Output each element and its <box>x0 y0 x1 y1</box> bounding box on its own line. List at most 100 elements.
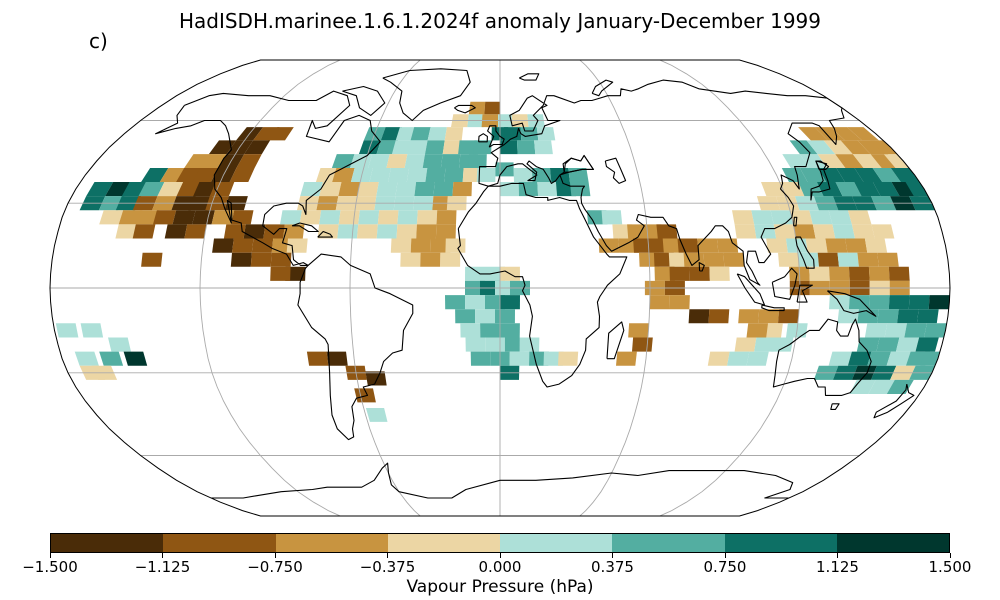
grid-cell <box>616 351 637 366</box>
colorbar-segment <box>275 534 388 552</box>
grid-cell <box>854 182 881 197</box>
grid-cell <box>164 224 188 239</box>
grid-cell <box>404 154 425 168</box>
coastlines <box>155 68 915 499</box>
grid-cell <box>908 295 930 310</box>
colorbar-tick-label: 0.750 <box>703 558 747 576</box>
grid-cell <box>656 224 678 239</box>
grid-cell <box>251 238 274 253</box>
coast-caspian <box>604 157 627 184</box>
grid-cell <box>708 309 730 324</box>
grid-cell <box>746 351 769 366</box>
grid-cell <box>817 252 839 267</box>
grid-cell <box>601 210 623 225</box>
grid-cell <box>326 351 348 366</box>
grid-cell <box>315 168 339 182</box>
colorbar-tick <box>162 553 163 558</box>
coast-sri-lanka <box>698 262 705 272</box>
coast-greenland <box>382 68 471 122</box>
grid-cell <box>828 351 852 366</box>
grid-cell <box>476 168 496 182</box>
grid-cell <box>410 127 431 141</box>
grid-cell <box>916 309 939 324</box>
grid-cell <box>422 154 443 168</box>
grid-cell <box>520 127 539 141</box>
colorbar-tick-label: −1.125 <box>134 558 191 576</box>
grid-cell <box>734 337 757 352</box>
grid-cell <box>376 224 398 239</box>
grid-cell <box>836 168 864 182</box>
grid-cell <box>480 323 500 338</box>
grid-cell <box>868 379 895 394</box>
grid-cell <box>805 238 828 253</box>
grid-cell <box>766 238 788 253</box>
grid-cell <box>877 309 899 324</box>
grid-cell <box>835 154 864 168</box>
grid-cell <box>230 252 252 267</box>
grid-cell <box>388 168 410 182</box>
colorbar-tick <box>612 553 613 558</box>
coast-novaya-zemlya <box>591 79 614 97</box>
grid-cell <box>229 168 255 182</box>
grid-cell <box>138 182 165 197</box>
map-title: HadISDH.marinee.1.6.1.2024f anomaly Janu… <box>178 9 822 33</box>
grid-cell <box>872 182 900 197</box>
grid-cell <box>444 168 464 182</box>
grid-cell <box>250 252 272 267</box>
grid-cell <box>847 127 879 141</box>
grid-cell <box>793 224 816 239</box>
grid-cell <box>319 182 342 197</box>
grid-cell <box>835 182 862 197</box>
coast-svalbard <box>519 73 540 81</box>
grid-cell <box>888 295 910 310</box>
grid-cell <box>435 224 456 239</box>
grid-cell <box>445 295 466 310</box>
grid-cell <box>468 154 487 168</box>
grid-cell <box>400 252 421 267</box>
grid-cell <box>425 168 446 182</box>
grid-cell <box>317 224 339 239</box>
grid-cell <box>517 140 536 155</box>
colorbar-segment <box>612 534 725 552</box>
grid-cell <box>789 140 818 155</box>
grid-cell <box>376 182 398 197</box>
coast-madagascar <box>606 321 625 360</box>
grid-cell <box>184 224 207 239</box>
grid-cell <box>236 154 262 168</box>
grid-cell <box>433 182 454 197</box>
coast-gb <box>487 125 505 148</box>
grid-cell <box>414 182 435 197</box>
grid-cell <box>782 154 809 168</box>
grid-cell <box>915 337 939 352</box>
grid-cell <box>727 351 750 366</box>
grid-cell <box>436 210 457 225</box>
map-outline <box>49 59 951 517</box>
grid-cell <box>688 309 710 324</box>
grid-cell <box>495 309 515 324</box>
grid-cell <box>369 168 391 182</box>
grid-cell <box>280 210 302 225</box>
grid-cell <box>473 140 492 155</box>
grid-cell <box>509 351 530 366</box>
coast-taiwan <box>793 216 798 227</box>
grid-cell <box>407 140 428 155</box>
grid-cell <box>299 210 322 225</box>
colorbar-segment <box>500 534 613 552</box>
grid-cell <box>689 266 710 281</box>
grid-cell <box>410 238 431 253</box>
grid-cell <box>814 127 845 141</box>
grid-cell <box>812 224 836 239</box>
grid-cell <box>425 140 445 155</box>
grid-cell <box>519 337 540 352</box>
grid-cell <box>854 168 883 182</box>
coast-north-america <box>155 90 381 266</box>
grid-cell <box>444 127 464 141</box>
colorbar-label: Vapour Pressure (hPa) <box>406 577 594 597</box>
grid-cell <box>847 210 872 225</box>
grid-cell <box>211 210 235 225</box>
coast-new-zealand <box>873 383 915 419</box>
grid-cell <box>395 127 417 141</box>
grid-cell <box>758 309 780 324</box>
grid-cell <box>754 337 777 352</box>
colorbar-segment <box>387 534 500 552</box>
